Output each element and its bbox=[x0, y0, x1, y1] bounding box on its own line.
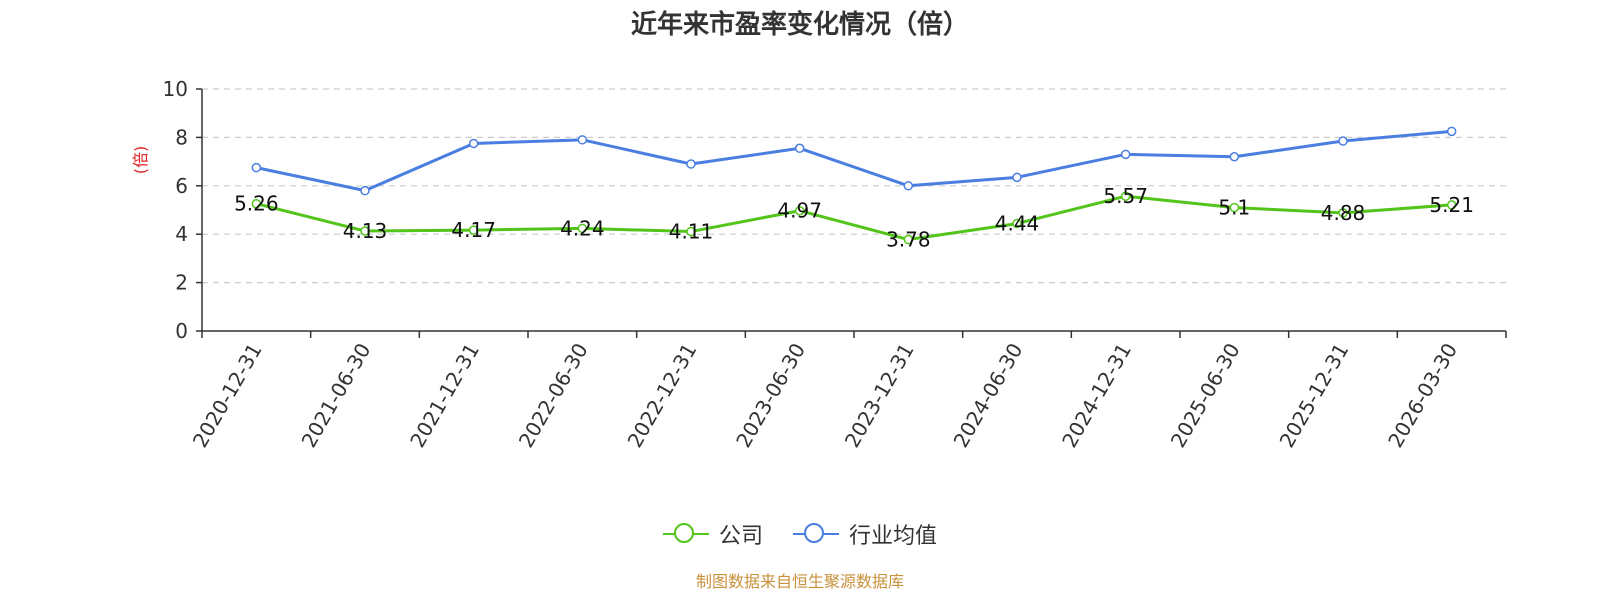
series-line-industry-average bbox=[256, 129, 1452, 193]
data-label-company: 5.1 bbox=[1218, 196, 1250, 220]
data-label-company: 5.26 bbox=[234, 192, 279, 216]
legend-item-industry-average[interactable]: 行业均值 bbox=[793, 518, 937, 550]
x-tick-label: 2026-03-30 bbox=[1383, 339, 1462, 452]
x-tick-label: 2024-12-31 bbox=[1057, 339, 1136, 452]
legend-item-company[interactable]: 公司 bbox=[662, 518, 763, 550]
y-tick-label: 6 bbox=[175, 174, 188, 198]
data-point-company bbox=[686, 226, 696, 237]
data-point-company bbox=[577, 223, 588, 234]
x-tick-label: 2022-12-31 bbox=[622, 339, 701, 452]
x-tick-label: 2021-12-31 bbox=[405, 339, 484, 452]
y-tick-label: 10 bbox=[163, 77, 188, 101]
data-label-company: 4.88 bbox=[1321, 201, 1366, 225]
data-point-company bbox=[251, 198, 262, 209]
y-tick-label: 2 bbox=[175, 271, 188, 295]
data-point-company bbox=[468, 225, 479, 235]
data-point-company bbox=[1338, 208, 1348, 218]
data-point-industry-average bbox=[794, 143, 805, 154]
x-tick-label: 2024-06-30 bbox=[948, 339, 1027, 452]
axes: 0 2 4 6 8 10 (倍) 2020-12-31 2021-06-30 2021-12-31… bbox=[131, 77, 1507, 452]
data-labels: 5.26 4.13 4.17 4.24 4.11 4.97 3.78 4.44 5.57 5.1 4… bbox=[234, 184, 1474, 251]
data-point-industry-average bbox=[1012, 172, 1022, 183]
x-tick-label: 2023-12-31 bbox=[840, 339, 919, 452]
data-point-industry-average bbox=[360, 185, 370, 196]
legend-label-company: 公司 bbox=[718, 524, 763, 549]
data-point-industry-average bbox=[468, 138, 479, 149]
data-point-company bbox=[1446, 200, 1457, 210]
data-label-company: 4.17 bbox=[451, 218, 496, 242]
grid-lines bbox=[202, 88, 1506, 284]
y-tick-label: 8 bbox=[175, 125, 188, 149]
source-note: 制图数据来自恒生聚源数据库 bbox=[695, 572, 904, 591]
data-point-company bbox=[1229, 202, 1240, 213]
legend-label-industry-average: 行业均值 bbox=[849, 524, 938, 549]
data-point-company bbox=[903, 234, 914, 245]
y-tick-label: 0 bbox=[175, 319, 188, 343]
data-point-industry-average bbox=[1446, 126, 1457, 137]
series bbox=[251, 126, 1457, 245]
legend: 公司 行业均值 bbox=[0, 518, 1600, 550]
data-label-company: 4.11 bbox=[669, 220, 714, 244]
data-point-company bbox=[794, 205, 805, 216]
data-point-company bbox=[1012, 218, 1022, 229]
x-tick-label: 2022-06-30 bbox=[514, 339, 593, 452]
legend-swatch-industry-average bbox=[793, 522, 839, 546]
x-tick-label: 2021-06-30 bbox=[296, 339, 375, 452]
data-label-company: 5.57 bbox=[1103, 184, 1148, 208]
data-label-company: 4.44 bbox=[995, 212, 1040, 236]
series-line-company bbox=[255, 194, 1452, 242]
x-tick-label: 2023-06-30 bbox=[731, 339, 810, 452]
data-point-industry-average bbox=[903, 181, 914, 191]
data-label-company: 5.21 bbox=[1429, 193, 1474, 217]
data-point-industry-average bbox=[577, 135, 588, 145]
y-tick-label: 4 bbox=[175, 222, 188, 246]
data-point-industry-average bbox=[1229, 152, 1240, 162]
x-tick-label: 2020-12-31 bbox=[188, 339, 267, 452]
data-point-company bbox=[1120, 191, 1131, 201]
x-tick-label: 2025-12-31 bbox=[1274, 339, 1353, 452]
data-label-company: 4.24 bbox=[560, 216, 605, 240]
y-axis-label: (倍) bbox=[131, 146, 150, 175]
data-point-industry-average bbox=[251, 162, 262, 173]
chart-title: 近年来市盈率变化情况（倍） bbox=[630, 10, 969, 40]
data-label-company: 4.13 bbox=[343, 219, 388, 243]
data-point-industry-average bbox=[1338, 136, 1348, 146]
data-point-company bbox=[360, 226, 370, 236]
data-label-company: 4.97 bbox=[777, 199, 822, 223]
data-label-company: 3.78 bbox=[886, 228, 931, 252]
data-point-industry-average bbox=[686, 159, 696, 169]
data-point-industry-average bbox=[1120, 149, 1131, 160]
x-tick-label: 2025-06-30 bbox=[1166, 339, 1245, 452]
legend-swatch-company bbox=[662, 522, 709, 546]
